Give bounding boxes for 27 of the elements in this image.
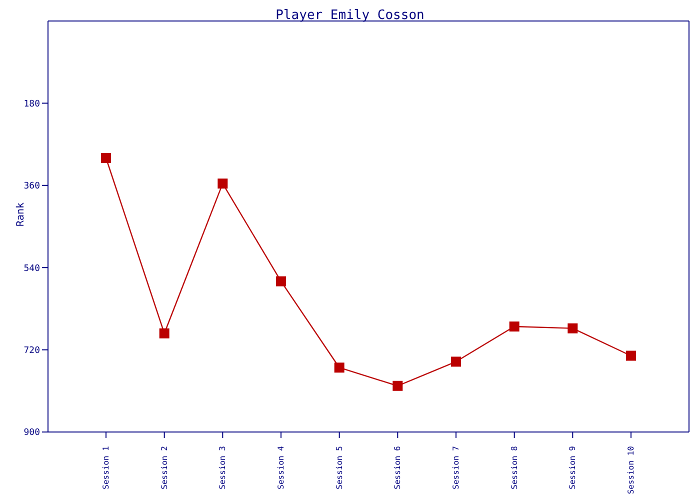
point (276, 276, 286, 286)
point (218, 178, 228, 189)
point (568, 323, 578, 334)
x-tick-label: Session 7 (452, 446, 460, 490)
point (159, 328, 170, 338)
y-tick-label: 900 (24, 428, 40, 438)
y-tick-label: 360 (24, 182, 40, 192)
point (101, 153, 111, 163)
point (334, 362, 344, 373)
x-tick-label: Session 6 (393, 446, 402, 490)
x-tick-label: Session 8 (510, 446, 519, 490)
x-tick-label: Session 5 (334, 446, 344, 490)
chart-title: Player Emily Cosson (274, 8, 426, 23)
y-axis-title: Rank (16, 202, 27, 226)
point (392, 380, 403, 391)
x-tick-label: Session 4 (276, 446, 286, 490)
y-tick-label: 720 (24, 346, 40, 356)
x-tick-label: Session 1 (102, 446, 110, 490)
y-tick-label: 180 (24, 99, 40, 110)
x-tick-label: Session 3 (218, 446, 228, 490)
x-tick-label: Session 10 (626, 446, 636, 494)
point (509, 322, 520, 332)
point (626, 350, 636, 361)
x-tick-label: Session 9 (568, 446, 578, 490)
x-tick-label: Session 2 (160, 446, 169, 490)
point (451, 356, 461, 367)
y-tick-label: 540 (24, 264, 40, 274)
